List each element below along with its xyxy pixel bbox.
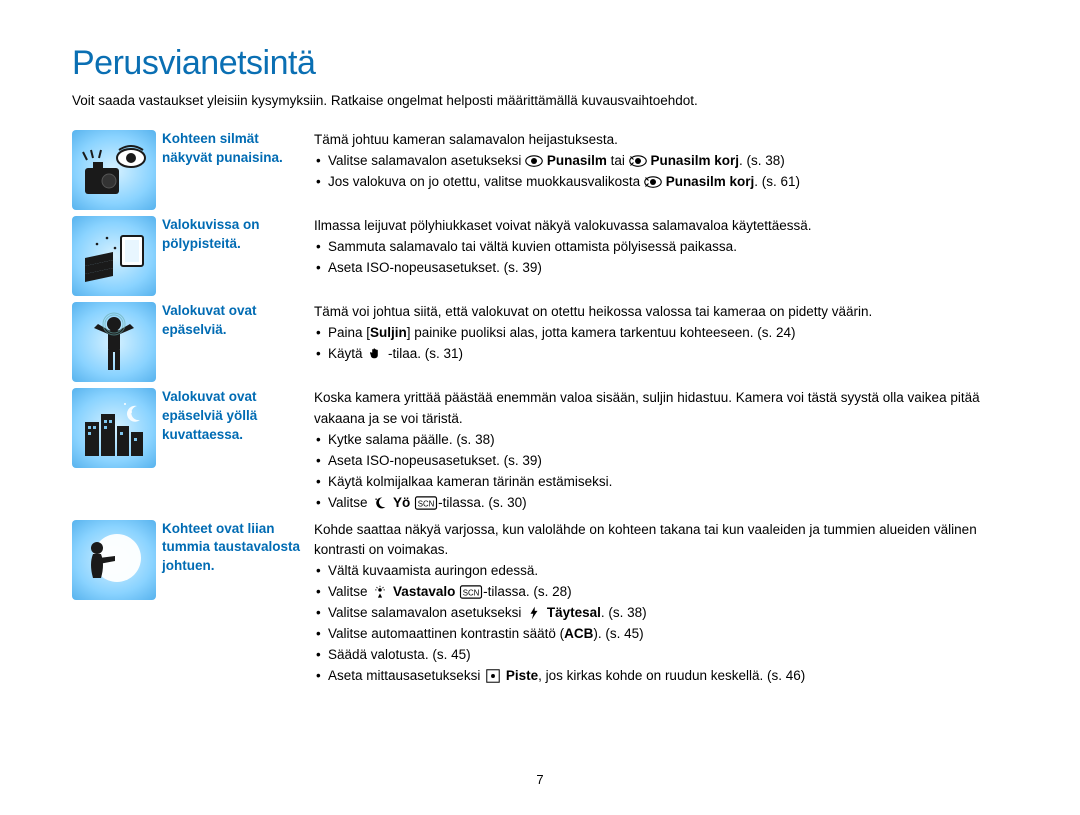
row-heading: Valokuvat ovat epäselviä yöllä kuvattaes… [162,388,314,445]
troubleshooting-table: Kohteen silmät näkyvät punaisina.Tämä jo… [72,130,1008,687]
list-item: Aseta ISO-nopeusasetukset. (s. 39) [314,258,1008,279]
table-row: Kohteet ovat liian tummia taustavalosta … [72,520,1008,687]
list-item: Vältä kuvaamista auringon edessä. [314,561,1008,582]
row-icon-cell [72,302,162,382]
row-icon [72,216,156,296]
row-heading: Kohteet ovat liian tummia taustavalosta … [162,520,314,577]
row-heading: Kohteen silmät näkyvät punaisina. [162,130,314,168]
row-intro: Koska kamera yrittää päästää enemmän val… [314,388,1008,430]
row-intro: Ilmassa leijuvat pölyhiukkaset voivat nä… [314,216,1008,237]
svg-text:SCN: SCN [418,499,435,508]
list-item: Valitse Yö SCN-tilassa. (s. 30) [314,493,1008,514]
list-item: Sammuta salamavalo tai vältä kuvien otta… [314,237,1008,258]
list-item: Käytä -tilaa. (s. 31) [314,344,1008,365]
row-icon-cell [72,388,162,468]
row-icon [72,520,156,600]
row-icon-cell [72,216,162,296]
row-icon-cell [72,520,162,600]
list-item: Valitse salamavalon asetukseksi Punasilm… [314,151,1008,172]
row-description: Tämä voi johtua siitä, että valokuvat on… [314,302,1008,365]
row-description: Ilmassa leijuvat pölyhiukkaset voivat nä… [314,216,1008,279]
list-item: Säädä valotusta. (s. 45) [314,645,1008,666]
list-item: Aseta mittausasetukseksi Piste, jos kirk… [314,666,1008,687]
row-heading: Valokuvat ovat epäselviä. [162,302,314,340]
list-item: Käytä kolmijalkaa kameran tärinän estämi… [314,472,1008,493]
list-item: Paina [Suljin] painike puoliksi alas, jo… [314,323,1008,344]
table-row: Valokuvat ovat epäselviä yöllä kuvattaes… [72,388,1008,514]
row-description: Tämä johtuu kameran salamavalon heijastu… [314,130,1008,193]
list-item: Valitse automaattinen kontrastin säätö (… [314,624,1008,645]
svg-text:SCN: SCN [463,589,480,598]
table-row: Kohteen silmät näkyvät punaisina.Tämä jo… [72,130,1008,210]
row-intro: Kohde saattaa näkyä varjossa, kun valolä… [314,520,1008,562]
row-description: Koska kamera yrittää päästää enemmän val… [314,388,1008,514]
list-item: Kytke salama päälle. (s. 38) [314,430,1008,451]
list-item: Aseta ISO-nopeusasetukset. (s. 39) [314,451,1008,472]
list-item: Jos valokuva on jo otettu, valitse muokk… [314,172,1008,193]
page-number: 7 [0,772,1080,787]
row-icon [72,302,156,382]
page-title: Perusvianetsintä [72,44,1008,83]
row-intro: Tämä voi johtua siitä, että valokuvat on… [314,302,1008,323]
row-icon [72,130,156,210]
row-icon [72,388,156,468]
row-icon-cell [72,130,162,210]
row-intro: Tämä johtuu kameran salamavalon heijastu… [314,130,1008,151]
row-heading: Valokuvissa on pölypisteitä. [162,216,314,254]
list-item: Valitse salamavalon asetukseksi Täytesal… [314,603,1008,624]
row-description: Kohde saattaa näkyä varjossa, kun valolä… [314,520,1008,687]
list-item: Valitse Vastavalo SCN-tilassa. (s. 28) [314,582,1008,603]
table-row: Valokuvat ovat epäselviä.Tämä voi johtua… [72,302,1008,382]
table-row: Valokuvissa on pölypisteitä.Ilmassa leij… [72,216,1008,296]
page-subtitle: Voit saada vastaukset yleisiin kysymyksi… [72,93,1008,108]
